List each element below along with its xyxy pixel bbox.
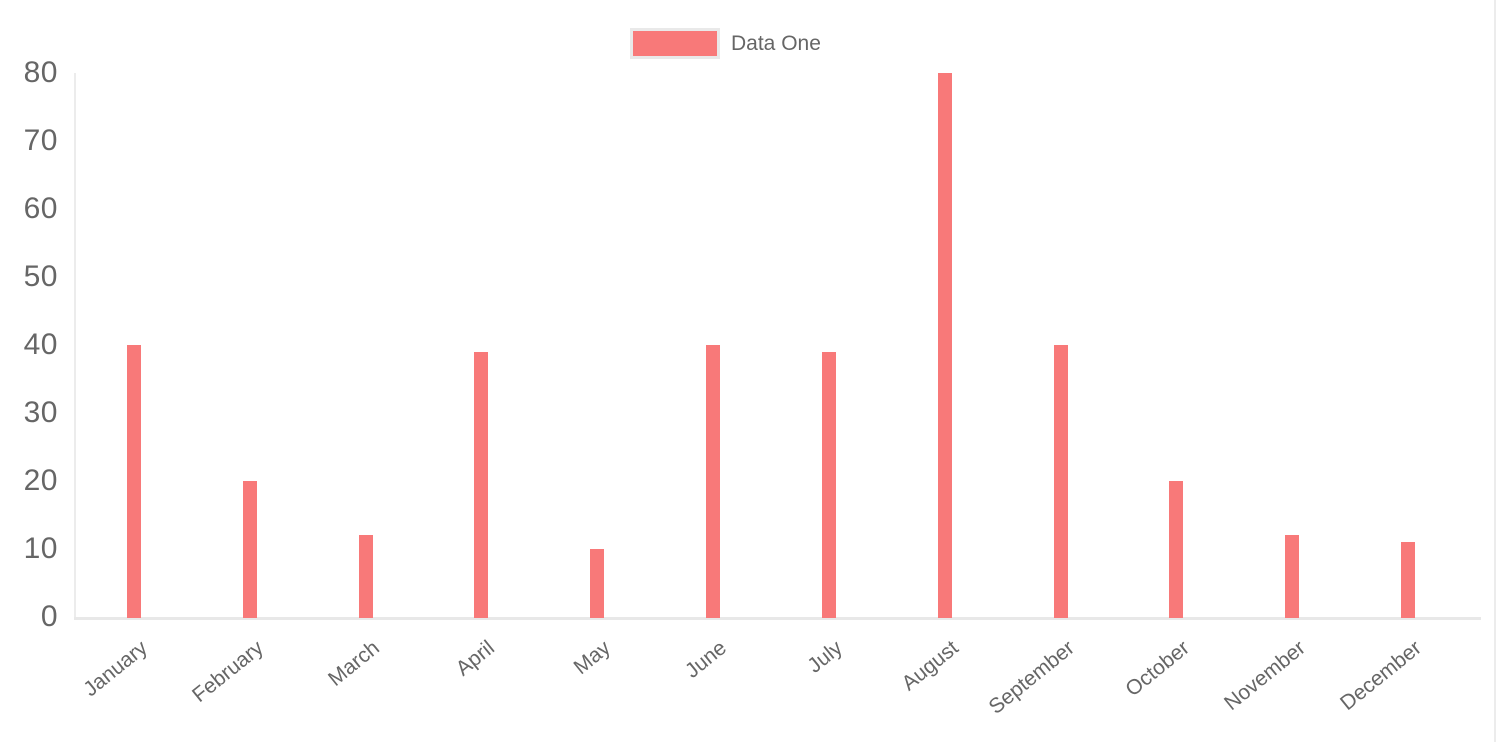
y-tick-label-10: 10 xyxy=(23,532,58,565)
y-axis-line xyxy=(74,73,76,619)
bar-january[interactable] xyxy=(126,345,141,618)
y-tick-label-30: 30 xyxy=(23,396,58,429)
y-tick-label-60: 60 xyxy=(23,192,58,225)
x-tick-label-july: July xyxy=(803,636,847,678)
x-tick-label-january: January xyxy=(79,636,152,702)
legend-label: Data One xyxy=(731,31,821,55)
x-tick-label-august: August xyxy=(897,636,963,696)
legend-item-data-one[interactable]: Data One xyxy=(630,28,821,59)
bar-august[interactable] xyxy=(937,73,952,618)
page-right-border xyxy=(1494,0,1496,742)
x-tick-label-march: March xyxy=(323,636,384,691)
bar-march[interactable] xyxy=(358,535,373,618)
x-tick-label-june: June xyxy=(681,636,731,683)
x-tick-label-december: December xyxy=(1336,636,1426,716)
y-tick-label-40: 40 xyxy=(23,328,58,361)
x-tick-label-october: October xyxy=(1121,636,1195,702)
legend-swatch-icon xyxy=(630,28,720,59)
bar-may[interactable] xyxy=(590,549,605,618)
bar-february[interactable] xyxy=(242,481,257,618)
bar-june[interactable] xyxy=(706,345,721,618)
x-tick-label-september: September xyxy=(984,636,1079,719)
bar-july[interactable] xyxy=(821,351,836,618)
y-tick-label-70: 70 xyxy=(23,124,58,157)
x-tick-label-april: April xyxy=(452,636,500,681)
x-tick-label-february: February xyxy=(187,636,268,707)
x-tick-label-may: May xyxy=(569,636,616,680)
x-axis-line xyxy=(74,617,1481,620)
bar-november[interactable] xyxy=(1285,535,1300,618)
bar-december[interactable] xyxy=(1401,542,1416,618)
bar-september[interactable] xyxy=(1053,345,1068,618)
y-tick-label-0: 0 xyxy=(40,600,58,633)
y-tick-label-80: 80 xyxy=(23,56,58,89)
bar-october[interactable] xyxy=(1169,481,1184,618)
y-tick-label-50: 50 xyxy=(23,260,58,293)
x-tick-label-november: November xyxy=(1220,636,1311,716)
bar-april[interactable] xyxy=(474,351,489,618)
y-tick-label-20: 20 xyxy=(23,464,58,497)
